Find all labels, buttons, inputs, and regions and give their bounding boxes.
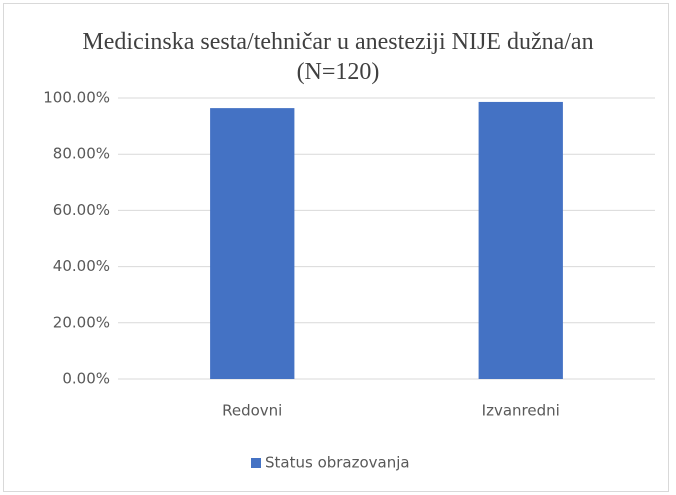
legend-swatch [251, 458, 261, 468]
y-tick-label: 40.00% [53, 257, 110, 275]
x-tick-label: Redovni [222, 402, 282, 420]
chart-title: Medicinska sesta/tehničar u anesteziji N… [82, 29, 594, 85]
y-tick-label: 80.00% [53, 145, 110, 163]
y-tick-label: 60.00% [53, 201, 110, 219]
y-tick-label: 0.00% [62, 370, 110, 388]
x-tick-label: Izvanredni [482, 402, 560, 420]
legend-label: Status obrazovanja [265, 454, 410, 472]
y-tick-label: 20.00% [53, 313, 110, 331]
y-tick-label: 100.00% [43, 89, 110, 107]
bar [210, 108, 295, 379]
bar [478, 101, 563, 380]
